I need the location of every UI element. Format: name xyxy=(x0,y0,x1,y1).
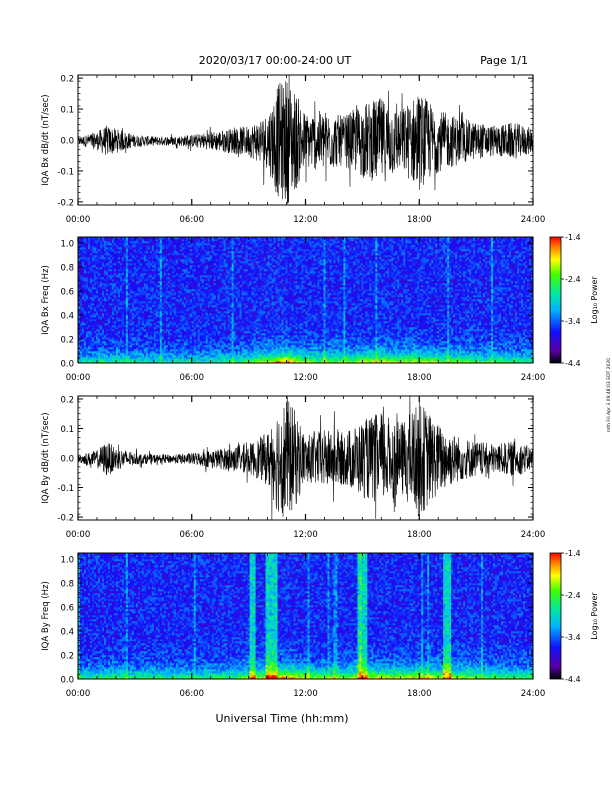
colorbar-tick-label: -1.4 xyxy=(565,549,581,558)
y-axis-label: IQA By dB/dt (nT/sec) xyxy=(41,412,51,503)
x-tick-label: 00:00 xyxy=(66,373,91,383)
figure-title: 2020/03/17 00:00-24:00 UT xyxy=(199,54,352,67)
page-indicator: Page 1/1 xyxy=(480,54,528,67)
x-tick-label: 24:00 xyxy=(521,215,546,225)
panels: 0.2 0.1 0.0 -0.1 -0.2 00:00 06:00 12:00 18:00 24:… xyxy=(41,75,545,699)
heatmap-cells-by-freq xyxy=(78,553,533,679)
x-tick-label: 12:00 xyxy=(293,689,318,699)
y-axis-label: IQA Bx Freq (Hz) xyxy=(41,265,51,335)
x-tick-label: 24:00 xyxy=(521,373,546,383)
y-tick-label: 0.2 xyxy=(60,75,74,85)
x-axis-label: Universal Time (hh:mm) xyxy=(216,712,349,725)
y-tick-label: 0.1 xyxy=(60,106,74,116)
colorbar-label: Log₁₀ Power xyxy=(590,276,599,324)
colorbar-tick-label: -3.4 xyxy=(565,633,581,642)
x-tick-label: 00:00 xyxy=(66,215,91,225)
x-tick-label: 24:00 xyxy=(521,530,546,540)
colorbar-gradient xyxy=(550,237,561,363)
colorbar-tick-label: -4.4 xyxy=(565,359,581,368)
y-tick-label: 0.6 xyxy=(60,288,74,298)
y-tick-label: 0.8 xyxy=(60,264,74,274)
panel-by-dbdt: 0.2 0.1 0.0 -0.1 -0.2 00:00 06:00 12:00 18:00 24:… xyxy=(41,395,545,540)
x-tick-label: 00:00 xyxy=(66,689,91,699)
y-tick-label: 0.8 xyxy=(60,580,74,590)
panel-bx-dbdt: 0.2 0.1 0.0 -0.1 -0.2 00:00 06:00 12:00 18:00 24:… xyxy=(41,75,545,225)
panel-bx-freq: 1.0 0.8 0.6 0.4 0.2 0.0 00:00 06:00 12:00 18:00 24… xyxy=(41,237,545,383)
x-tick-label: 06:00 xyxy=(180,689,205,699)
y-tick-label: -0.1 xyxy=(57,167,74,177)
y-axis-label: IQA Bx dB/dt (nT/sec) xyxy=(41,94,51,185)
y-tick-label: 0.4 xyxy=(60,628,74,638)
colorbar-tick-label: -1.4 xyxy=(565,233,581,242)
colorbar-gradient xyxy=(550,553,561,679)
x-tick-label: 12:00 xyxy=(293,215,318,225)
y-tick-label: -0.2 xyxy=(57,514,74,524)
colorbar-bottom: -1.4 -2.4 -3.4 -4.4 Log₁₀ Power xyxy=(550,549,599,684)
x-tick-label: 18:00 xyxy=(407,530,432,540)
y-tick-label: 0.0 xyxy=(60,676,74,686)
y-tick-label: -0.2 xyxy=(57,198,74,208)
colorbar-tick-label: -2.4 xyxy=(565,591,581,600)
x-tick-label: 18:00 xyxy=(407,373,432,383)
y-tick-label: -0.1 xyxy=(57,484,74,494)
x-tick-label: 06:00 xyxy=(180,530,205,540)
colorbar-label: Log₁₀ Power xyxy=(590,592,599,640)
x-tick-label: 12:00 xyxy=(293,373,318,383)
y-tick-label: 0.0 xyxy=(60,455,74,465)
colorbar-tick-label: -2.4 xyxy=(565,275,581,284)
y-tick-label: 0.0 xyxy=(60,137,74,147)
panel-by-freq: 1.0 0.8 0.6 0.4 0.2 0.0 00:00 06:00 12:00 18:00 24… xyxy=(41,553,545,699)
colorbar-tick-label: -4.4 xyxy=(565,675,581,684)
x-tick-label: 00:00 xyxy=(66,530,91,540)
y-tick-label: 0.4 xyxy=(60,312,74,322)
x-tick-label: 06:00 xyxy=(180,373,205,383)
y-tick-label: 1.0 xyxy=(60,556,74,566)
x-tick-label: 12:00 xyxy=(293,530,318,540)
y-tick-label: 1.0 xyxy=(60,240,74,250)
y-tick-label: 0.2 xyxy=(60,395,74,405)
colorbar-top: -1.4 -2.4 -3.4 -4.4 Log₁₀ Power xyxy=(550,233,599,368)
x-tick-label: 06:00 xyxy=(180,215,205,225)
y-axis-label: IQA By Freq (Hz) xyxy=(41,581,51,651)
colorbar-tick-label: -3.4 xyxy=(565,317,581,326)
x-tick-label: 24:00 xyxy=(521,689,546,699)
side-note: mth Fri Apr 3 09:48:03 EDT 2020 xyxy=(606,358,612,432)
y-tick-label: 0.2 xyxy=(60,652,74,662)
x-tick-label: 18:00 xyxy=(407,689,432,699)
y-tick-label: 0.6 xyxy=(60,604,74,614)
y-tick-label: 0.2 xyxy=(60,336,74,346)
x-tick-label: 18:00 xyxy=(407,215,432,225)
heatmap-cells-bx-freq xyxy=(78,237,533,363)
y-tick-label: 0.0 xyxy=(60,360,74,370)
y-tick-label: 0.1 xyxy=(60,425,74,435)
